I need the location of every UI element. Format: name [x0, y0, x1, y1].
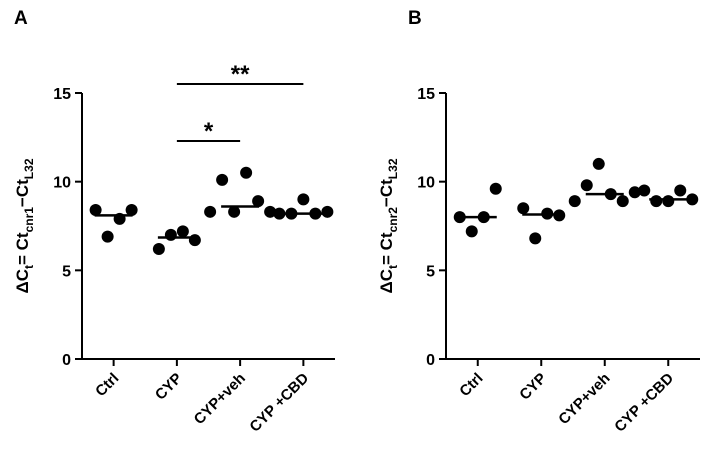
x-tick-label: CYP	[516, 370, 550, 404]
data-point	[204, 205, 217, 218]
data-point	[264, 205, 277, 218]
y-tick-label: 0	[62, 352, 71, 369]
x-tick-label: CYP+veh	[555, 370, 613, 428]
y-axis-label-sub: t	[386, 265, 400, 269]
data-point	[89, 204, 102, 217]
data-point	[297, 193, 310, 206]
significance-label: *	[204, 118, 214, 145]
data-point	[686, 193, 699, 206]
data-point	[568, 195, 581, 208]
y-axis-label-part: ΔC	[377, 269, 396, 294]
data-point	[674, 184, 687, 197]
y-axis-label-sub: cnr2	[386, 207, 400, 233]
y-axis-label: ΔCt= Ctcnr1−CtL32	[13, 158, 36, 293]
y-tick-label: 10	[417, 175, 435, 192]
data-point	[489, 182, 502, 195]
y-axis-label-part: = Ct	[13, 232, 32, 265]
data-point	[101, 230, 114, 243]
data-point	[252, 195, 265, 208]
y-tick-label: 5	[62, 263, 71, 280]
data-point	[176, 225, 189, 238]
y-tick-label: 15	[417, 86, 435, 103]
y-axis-label-part: −Ct	[13, 179, 32, 207]
y-tick-label: 5	[426, 263, 435, 280]
x-tick-label: CYP +CBD	[611, 370, 677, 436]
y-axis-label-sub: L32	[22, 158, 36, 179]
data-point	[616, 195, 629, 208]
data-point	[273, 207, 286, 220]
y-axis-label: ΔCt= Ctcnr2−CtL32	[377, 158, 400, 293]
data-point	[188, 234, 201, 247]
data-point	[240, 166, 253, 179]
significance-label: **	[231, 61, 250, 88]
data-point	[465, 225, 478, 238]
data-point	[650, 195, 663, 208]
y-axis-label-sub: cnr1	[22, 207, 36, 233]
data-point	[592, 157, 605, 170]
panel-label: A	[14, 8, 28, 29]
y-tick-label: 15	[53, 86, 71, 103]
x-tick-label: CYP +CBD	[246, 370, 312, 436]
data-point	[580, 179, 593, 192]
data-point	[529, 232, 542, 245]
y-axis-label-sub: t	[22, 265, 36, 269]
data-point	[228, 205, 241, 218]
data-point	[321, 205, 334, 218]
data-point	[125, 204, 138, 217]
x-tick-label: CYP+veh	[191, 370, 249, 428]
x-tick-label: Ctrl	[456, 370, 486, 400]
y-tick-label: 0	[426, 352, 435, 369]
data-point	[216, 173, 229, 186]
data-point	[662, 195, 675, 208]
data-point	[152, 243, 165, 256]
y-axis-label-part: ΔC	[13, 269, 32, 294]
y-axis-label-part: = Ct	[377, 232, 396, 265]
data-point	[638, 184, 651, 197]
data-point	[517, 202, 530, 215]
x-tick-label: Ctrl	[92, 370, 122, 400]
data-point	[628, 186, 641, 199]
y-axis-label-part: −Ct	[377, 179, 396, 207]
data-point	[164, 228, 177, 241]
x-tick-label: CYP	[152, 370, 186, 404]
y-tick-label: 10	[53, 175, 71, 192]
panel-label: B	[408, 8, 422, 29]
y-axis-label-sub: L32	[386, 158, 400, 179]
